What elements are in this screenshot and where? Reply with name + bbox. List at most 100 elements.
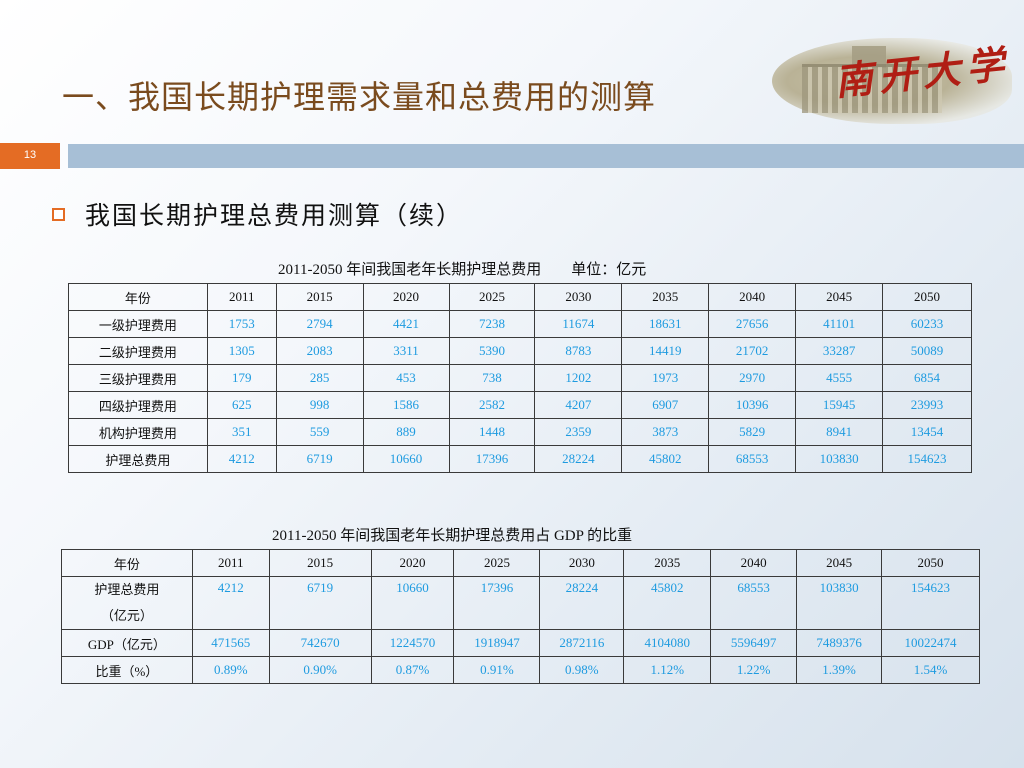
row-label-line: 护理总费用 — [94, 582, 160, 597]
value-cell: 6719 — [268, 576, 372, 630]
value-cell: 4555 — [795, 364, 884, 392]
year-header-cell: 2020 — [370, 549, 455, 577]
square-bullet-icon — [52, 207, 65, 221]
header-cell: 年份 — [68, 283, 208, 311]
row-label-cell: 四级护理费用 — [68, 391, 208, 419]
value-cell: 103830 — [796, 576, 883, 630]
value-cell: 0.87% — [370, 656, 455, 684]
value-cell: 21702 — [708, 337, 797, 365]
value-cell: 1918947 — [453, 629, 541, 657]
value-cell: 1202 — [534, 364, 623, 392]
year-header-cell: 2045 — [795, 283, 884, 311]
value-cell: 68553 — [708, 445, 797, 473]
value-cell: 1224570 — [370, 629, 455, 657]
value-cell: 0.89% — [191, 656, 270, 684]
row-label-cell: 护理总费用 （亿元） — [61, 576, 193, 630]
year-header-cell: 2045 — [796, 549, 883, 577]
value-cell: 4212 — [206, 445, 277, 473]
table1-caption: 2011-2050 年间我国老年长期护理总费用 单位：亿元 — [278, 262, 647, 278]
value-cell: 4207 — [534, 391, 623, 419]
value-cell: 5390 — [448, 337, 536, 365]
value-cell: 1.54% — [881, 656, 980, 684]
value-cell: 2872116 — [539, 629, 625, 657]
bullet-item: 我国长期护理总费用测算（续） — [52, 196, 463, 232]
year-header-cell: 2011 — [191, 549, 270, 577]
value-cell: 1.12% — [623, 656, 712, 684]
value-cell: 18631 — [621, 310, 710, 338]
value-cell: 889 — [362, 418, 450, 446]
row-label-cell: 机构护理费用 — [68, 418, 208, 446]
table-row: 护理总费用 （亿元） 4212 6719 10660 17396 28224 45802 685… — [61, 576, 980, 630]
value-cell: 2083 — [275, 337, 364, 365]
year-header-cell: 2030 — [539, 549, 625, 577]
value-cell: 1973 — [621, 364, 710, 392]
year-header-cell: 2025 — [448, 283, 536, 311]
value-cell: 103830 — [795, 445, 884, 473]
value-cell: 742670 — [268, 629, 372, 657]
row-label-line: 比重（%） — [95, 663, 159, 679]
value-cell: 4104080 — [623, 629, 712, 657]
value-cell: 17396 — [453, 576, 541, 630]
table-row: 一级护理费用 1753 2794 4421 7238 11674 18631 27656 411… — [68, 310, 972, 338]
value-cell: 10660 — [370, 576, 455, 630]
value-cell: 45802 — [621, 445, 710, 473]
value-cell: 625 — [206, 391, 277, 419]
value-cell: 351 — [206, 418, 277, 446]
nursing-cost-table: 年份 2011 2015 2020 2025 2030 2035 2040 2045 2050 一级… — [68, 283, 972, 473]
university-logo: 南开大学 — [742, 28, 1024, 128]
value-cell: 738 — [448, 364, 536, 392]
value-cell: 10660 — [362, 445, 450, 473]
header-blue-bar — [68, 144, 1024, 168]
value-cell: 45802 — [623, 576, 712, 630]
value-cell: 559 — [275, 418, 364, 446]
value-cell: 6907 — [621, 391, 710, 419]
gdp-share-table: 年份 2011 2015 2020 2025 2030 2035 2040 2045 2050 护理… — [61, 549, 980, 684]
year-header-cell: 2020 — [362, 283, 450, 311]
value-cell: 10396 — [708, 391, 797, 419]
table-row: 二级护理费用 1305 2083 3311 5390 8783 14419 21702 3328… — [68, 337, 972, 365]
year-header-cell: 2011 — [206, 283, 277, 311]
value-cell: 8941 — [795, 418, 884, 446]
year-header-cell: 2015 — [275, 283, 364, 311]
value-cell: 3311 — [362, 337, 450, 365]
year-header-cell: 2040 — [710, 549, 798, 577]
value-cell: 50089 — [882, 337, 972, 365]
value-cell: 13454 — [882, 418, 972, 446]
year-header-cell: 2030 — [534, 283, 623, 311]
value-cell: 1305 — [206, 337, 277, 365]
table-row: GDP（亿元） 471565 742670 1224570 1918947 2872116… — [61, 629, 980, 657]
row-label-cell: 三级护理费用 — [68, 364, 208, 392]
row-label-cell: 一级护理费用 — [68, 310, 208, 338]
year-header-cell: 2040 — [708, 283, 797, 311]
value-cell: 5829 — [708, 418, 797, 446]
value-cell: 8783 — [534, 337, 623, 365]
row-label-cell: 护理总费用 — [68, 445, 208, 473]
table2-caption: 2011-2050 年间我国老年长期护理总费用占 GDP 的比重 — [272, 528, 633, 544]
row-label-cell: 比重（%） — [61, 656, 193, 684]
value-cell: 28224 — [539, 576, 625, 630]
year-header-cell: 2035 — [623, 549, 712, 577]
slide-title: 一、我国长期护理需求量和总费用的测算 — [62, 78, 657, 116]
table-header-row: 年份 2011 2015 2020 2025 2030 2035 2040 2045 2050 — [68, 283, 972, 311]
value-cell: 471565 — [191, 629, 270, 657]
value-cell: 7238 — [448, 310, 536, 338]
year-header-cell: 2050 — [881, 549, 980, 577]
value-cell: 28224 — [534, 445, 623, 473]
value-cell: 14419 — [621, 337, 710, 365]
table-row: 四级护理费用 625 998 1586 2582 4207 6907 10396 15945 23… — [68, 391, 972, 419]
value-cell: 1753 — [206, 310, 277, 338]
value-cell: 1448 — [448, 418, 536, 446]
table-header-row: 年份 2011 2015 2020 2025 2030 2035 2040 2045 2050 — [61, 549, 980, 577]
value-cell: 7489376 — [796, 629, 883, 657]
table-row: 比重（%） 0.89% 0.90% 0.87% 0.91% 0.98% 1.12% 1.22%… — [61, 656, 980, 684]
logo-building — [802, 64, 942, 113]
value-cell: 5596497 — [710, 629, 798, 657]
row-label-line: GDP（亿元） — [87, 636, 166, 652]
value-cell: 6854 — [882, 364, 972, 392]
value-cell: 1.39% — [796, 656, 883, 684]
value-cell: 23993 — [882, 391, 972, 419]
table-row: 护理总费用 4212 6719 10660 17396 28224 45802 68553 10… — [68, 445, 972, 473]
row-label-unit: （亿元） — [100, 608, 153, 623]
value-cell: 998 — [275, 391, 364, 419]
table-row: 机构护理费用 351 559 889 1448 2359 3873 5829 8941 13454 — [68, 418, 972, 446]
